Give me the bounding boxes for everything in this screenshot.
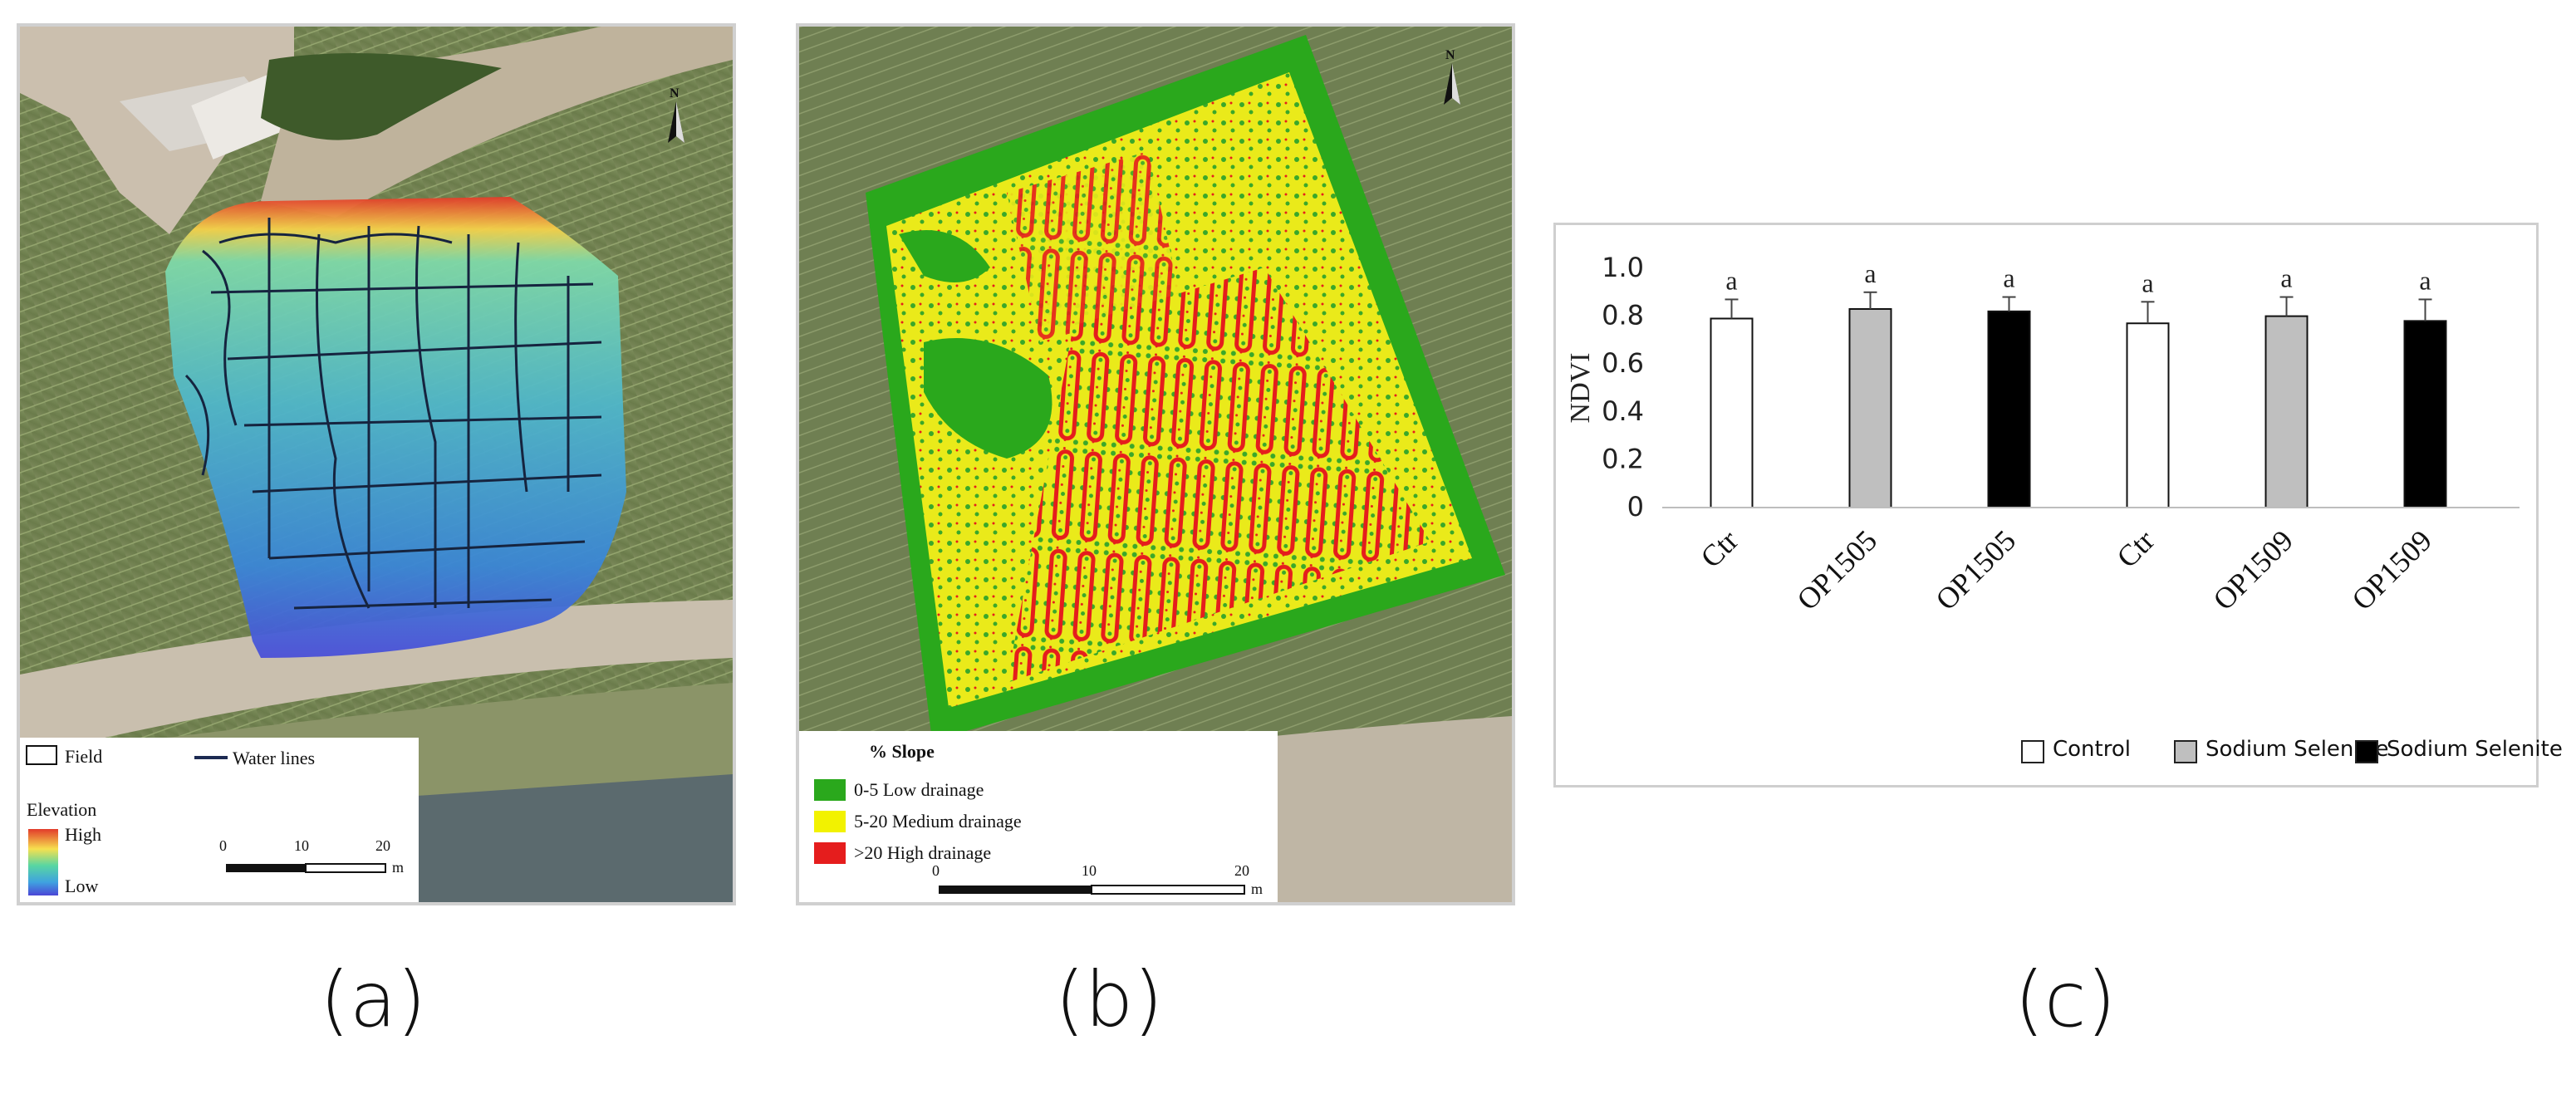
significance-label-1: a [1725,265,1737,295]
panel-c-label: (c) [2014,955,2117,1044]
north-label: N [1445,48,1455,62]
north-arrow-icon [1444,63,1460,105]
y-tick-label: 0 [1627,491,1644,523]
medium-drainage-label: 5-20 Medium drainage [854,811,1022,832]
y-tick-label: 0.6 [1602,347,1644,379]
scale-tick-0: 0 [932,862,940,879]
x-tick-label-1: Ctr [1694,523,1744,574]
significance-label-4: a [2142,267,2153,297]
x-tick-label-2: OP1505 [1790,523,1883,616]
panel-a-label: (a) [320,955,427,1044]
ndvi-bar-chart: 0 0.2 0.4 0.6 0.8 1.0 a a a a a a Ctr OP1505 OP1505 C… [1565,252,2520,616]
bar-5 [2264,315,2309,508]
slope-legend-title: % Slope [869,741,935,762]
scale-tick-20: 20 [375,837,390,854]
x-tick-label-6: OP1509 [2345,523,2438,616]
north-arrow-icon [668,101,684,143]
scale-tick-10: 10 [1082,862,1097,879]
north-label: N [670,86,680,101]
scale-tick-20: 20 [1234,862,1249,879]
bar-6 [2403,320,2447,508]
low-drainage-label: 0-5 Low drainage [854,779,984,800]
bar-3 [1987,310,2031,508]
significance-label-5: a [2280,263,2292,293]
control-legend-swatch [2021,740,2044,763]
scale-tick-0: 0 [219,837,227,854]
scale-tick-10: 10 [294,837,309,854]
field-legend-label: Field [65,746,103,767]
bar-2 [1848,307,1892,508]
scale-unit: m [1251,881,1263,897]
elevation-legend-title: Elevation [27,799,97,820]
selenite-legend-swatch [2355,740,2378,763]
selenate-legend-swatch [2174,740,2197,763]
ndvi-chart-panel: 0 0.2 0.4 0.6 0.8 1.0 a a a a a a Ctr OP1505 OP1505 C… [1553,223,2563,787]
y-tick-label: 1.0 [1602,252,1644,283]
elevation-map-image [20,27,733,902]
y-tick-label: 0.2 [1602,443,1644,474]
y-tick-label: 0.8 [1602,300,1644,331]
high-drainage-swatch [814,842,846,864]
y-tick-label: 0.4 [1602,395,1644,427]
selenite-legend-label: Sodium Selenite [2387,737,2563,762]
panel-b-label: (b) [1055,955,1164,1044]
bar-4 [2126,322,2170,508]
elevation-map-panel: Field Water lines Elevation High Low 0 1… [17,23,736,905]
low-drainage-swatch [814,779,846,801]
x-tick-label-5: OP1509 [2206,523,2299,616]
y-axis-label: NDVI [1565,353,1596,424]
high-drainage-label: >20 High drainage [854,842,992,863]
field-legend-swatch [26,745,57,765]
elevation-color-ramp [28,829,58,895]
bar-1 [1710,317,1754,509]
control-legend-label: Control [2053,737,2131,762]
significance-label-2: a [1864,258,1876,288]
water-lines-legend-label: Water lines [233,748,316,768]
scale-unit: m [392,859,405,876]
elevation-low-label: Low [65,876,99,896]
significance-label-3: a [2003,263,2014,293]
elevation-high-label: High [65,824,101,845]
x-tick-label-4: Ctr [2110,523,2161,574]
x-tick-label-3: OP1505 [1929,523,2022,616]
medium-drainage-swatch [814,811,846,832]
slope-map-panel: % Slope 0-5 Low drainage 5-20 Medium dra… [796,23,1515,905]
slope-map-image [799,27,1512,902]
significance-label-6: a [2419,265,2431,295]
